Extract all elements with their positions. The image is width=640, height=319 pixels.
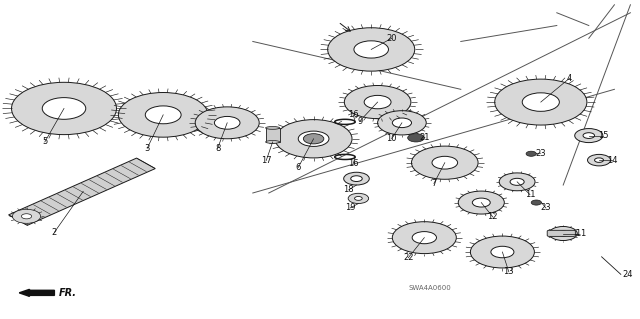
Text: 23: 23 [536,149,546,158]
Circle shape [595,158,604,162]
Circle shape [472,198,490,207]
Circle shape [12,82,116,135]
Circle shape [531,200,541,205]
Circle shape [351,176,362,182]
Text: 17: 17 [261,156,271,165]
Circle shape [412,146,478,179]
Circle shape [348,193,369,204]
Circle shape [549,226,577,241]
Text: 12: 12 [488,212,498,221]
Text: 15: 15 [598,131,608,140]
Text: SWA4A0600: SWA4A0600 [409,285,451,291]
Ellipse shape [266,127,280,129]
Text: 23: 23 [541,204,551,212]
Text: 18: 18 [344,185,354,194]
Circle shape [408,134,424,142]
Polygon shape [8,158,156,225]
Circle shape [588,154,611,166]
Circle shape [42,98,86,119]
Circle shape [499,173,535,191]
Circle shape [392,118,412,128]
Circle shape [12,209,40,223]
Text: 10: 10 [387,134,397,143]
Circle shape [470,236,534,268]
Circle shape [355,197,362,200]
Circle shape [195,107,259,139]
FancyBboxPatch shape [547,230,575,236]
Circle shape [392,222,456,254]
Text: 3: 3 [145,144,150,153]
Circle shape [364,95,391,109]
Text: 24: 24 [622,270,632,279]
FancyBboxPatch shape [266,128,280,142]
Text: 11: 11 [525,190,535,199]
Text: 21: 21 [420,133,430,142]
Circle shape [354,41,388,58]
Text: 14: 14 [607,156,618,165]
Ellipse shape [266,141,280,143]
Text: 20: 20 [387,34,397,43]
Text: 1: 1 [580,229,585,238]
Circle shape [495,79,587,125]
FancyArrow shape [19,289,54,296]
Circle shape [303,134,324,144]
Text: 16: 16 [348,110,358,119]
Circle shape [583,133,595,138]
Text: 1: 1 [575,229,580,238]
Circle shape [510,178,524,185]
Circle shape [145,106,181,124]
Text: 19: 19 [345,204,355,212]
Circle shape [118,93,208,137]
Circle shape [328,28,415,71]
Circle shape [558,231,568,236]
Circle shape [344,85,411,119]
Text: 6: 6 [296,163,301,172]
Text: 13: 13 [504,267,514,276]
Text: 8: 8 [215,144,220,153]
Text: 22: 22 [403,253,413,262]
Text: 4: 4 [567,74,572,83]
Circle shape [432,156,458,169]
Circle shape [214,116,240,129]
Circle shape [21,214,31,219]
Circle shape [275,120,352,158]
Text: FR.: FR. [59,288,77,298]
Circle shape [491,246,514,258]
Text: 16: 16 [348,159,358,168]
Circle shape [458,191,504,214]
Circle shape [526,151,536,156]
Circle shape [412,232,436,244]
Circle shape [378,111,426,135]
Circle shape [522,93,559,111]
Text: 7: 7 [431,179,436,188]
Text: 9: 9 [357,117,362,126]
Text: 2: 2 [52,228,57,237]
Text: 5: 5 [42,137,47,146]
Circle shape [298,131,329,146]
Circle shape [344,172,369,185]
Circle shape [575,129,603,143]
